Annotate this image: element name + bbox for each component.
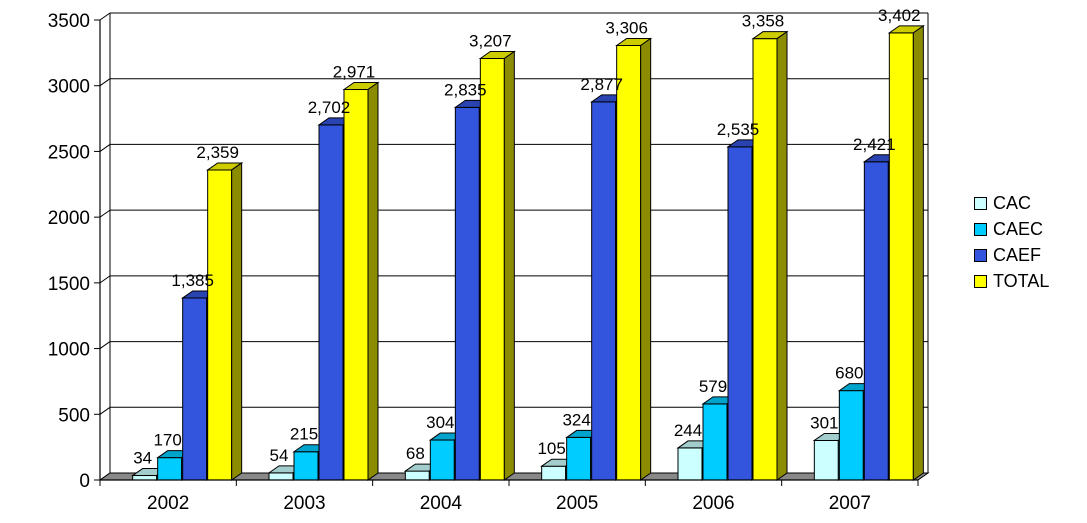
bar-total — [343, 89, 369, 481]
data-label-caec: 324 — [562, 410, 590, 429]
bar-caec — [293, 451, 319, 481]
y-tick-label: 0 — [79, 471, 90, 492]
x-tick-label: 2005 — [556, 493, 598, 514]
data-label-caec: 304 — [426, 413, 454, 432]
legend: CAC CAEC CAEF TOTAL — [974, 190, 1049, 294]
data-label-caef: 2,535 — [717, 120, 760, 139]
data-label-caef: 2,702 — [308, 98, 351, 117]
data-label-cac: 34 — [133, 449, 152, 468]
legend-swatch-total — [974, 274, 987, 288]
x-tick-label: 2003 — [283, 493, 325, 514]
x-tick-label: 2007 — [829, 493, 871, 514]
x-tick-label: 2004 — [420, 493, 463, 514]
bar-total — [616, 44, 642, 481]
data-label-cac: 68 — [406, 444, 425, 463]
bar-caef — [727, 146, 753, 481]
data-label-caec: 579 — [699, 377, 727, 396]
legend-label-caef: CAEF — [993, 244, 1042, 265]
x-tick-label: 2002 — [147, 493, 189, 514]
data-label-cac: 244 — [674, 421, 702, 440]
data-label-cac: 54 — [270, 446, 289, 465]
legend-item-cac: CAC — [974, 190, 1049, 216]
legend-item-caec: CAEC — [974, 216, 1049, 242]
legend-item-caef: CAEF — [974, 242, 1049, 268]
data-label-cac: 301 — [810, 413, 838, 432]
bar-caef — [454, 106, 480, 481]
data-label-total: 3,207 — [469, 32, 512, 51]
bar-side-total — [776, 30, 788, 481]
bar-cac — [404, 470, 430, 481]
data-label-caec: 170 — [153, 431, 181, 450]
bar-side-total — [367, 81, 379, 481]
data-label-total: 3,402 — [878, 6, 921, 25]
data-label-caef: 1,385 — [171, 271, 214, 290]
legend-item-total: TOTAL — [974, 268, 1049, 294]
bar-caec — [702, 403, 728, 481]
y-tick-label: 3500 — [48, 11, 90, 32]
bar-total — [752, 38, 778, 481]
data-label-caef: 2,877 — [580, 75, 623, 94]
bar-total — [479, 58, 505, 481]
bar-caec — [157, 457, 183, 481]
data-label-total: 2,359 — [196, 143, 239, 162]
legend-swatch-cac — [974, 196, 987, 210]
x-tick-label: 2006 — [692, 493, 734, 514]
gridline-diagonal — [99, 341, 111, 349]
data-label-total: 3,306 — [605, 18, 648, 37]
legend-swatch-caef — [974, 248, 987, 262]
bar-cac — [677, 447, 703, 481]
gridline-diagonal — [99, 12, 111, 21]
data-label-caec: 680 — [835, 364, 863, 383]
axes-layer: 0 500 1000 1500 2000 2500 3000 3500 2002 2003 2004… — [48, 11, 919, 514]
legend-label-cac: CAC — [993, 192, 1032, 213]
bar-side-total — [640, 37, 652, 481]
bar-caef — [863, 161, 889, 481]
gridline-diagonal — [99, 78, 111, 87]
data-label-caec: 215 — [290, 425, 318, 444]
bar-total — [207, 169, 233, 481]
y-tick-label: 2000 — [48, 208, 90, 229]
bar-cac — [813, 439, 839, 481]
data-label-total: 2,971 — [333, 63, 376, 82]
y-tick-label: 2500 — [48, 142, 90, 163]
bar-side-total — [503, 50, 515, 481]
bar-caef — [318, 124, 344, 481]
bar-caec — [429, 439, 455, 481]
legend-label-total: TOTAL — [993, 270, 1050, 291]
bar-caec — [838, 390, 864, 481]
data-label-cac: 105 — [537, 439, 565, 458]
bar-caef — [591, 101, 617, 481]
gridline-diagonal — [99, 275, 111, 284]
bar-total — [888, 32, 914, 481]
grid-layer — [99, 12, 929, 481]
data-label-caef: 2,835 — [444, 80, 487, 99]
data-label-total: 3,358 — [742, 12, 785, 31]
legend-swatch-caec — [974, 222, 987, 236]
y-tick-label: 500 — [58, 405, 90, 426]
gridline-diagonal — [99, 406, 111, 415]
bar-caef — [182, 297, 208, 481]
y-tick-label: 1500 — [48, 274, 90, 295]
gridline-diagonal — [99, 209, 111, 218]
bars-layer — [131, 24, 925, 481]
gridline-diagonal — [99, 144, 111, 152]
y-tick-label: 1000 — [48, 340, 90, 361]
y-tick-label: 3000 — [48, 77, 90, 98]
bar-cac — [132, 475, 158, 481]
bar-side-total — [231, 161, 243, 481]
bar-cac — [268, 472, 294, 481]
bar-caec — [566, 436, 592, 481]
bar-side-total — [912, 24, 924, 481]
bar-cac — [541, 465, 567, 481]
data-label-caef: 2,421 — [853, 135, 896, 154]
legend-label-caec: CAEC — [993, 218, 1044, 239]
